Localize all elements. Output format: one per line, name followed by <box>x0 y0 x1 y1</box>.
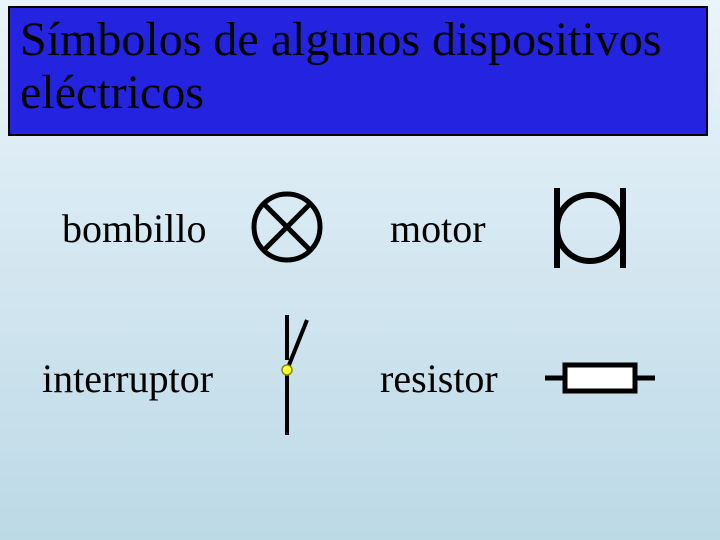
label-motor: motor <box>390 205 486 252</box>
slide: Símbolos de algunos dispositivos eléctri… <box>0 0 720 540</box>
title-box: Símbolos de algunos dispositivos eléctri… <box>8 6 708 136</box>
label-bombillo: bombillo <box>62 205 206 252</box>
slide-title: Símbolos de algunos dispositivos eléctri… <box>10 8 706 126</box>
motor-icon <box>551 182 629 279</box>
resistor-icon <box>545 360 665 401</box>
label-interruptor: interruptor <box>42 355 213 402</box>
switch-icon <box>267 315 327 440</box>
label-resistor: resistor <box>380 355 498 402</box>
lamp-icon <box>249 189 325 270</box>
